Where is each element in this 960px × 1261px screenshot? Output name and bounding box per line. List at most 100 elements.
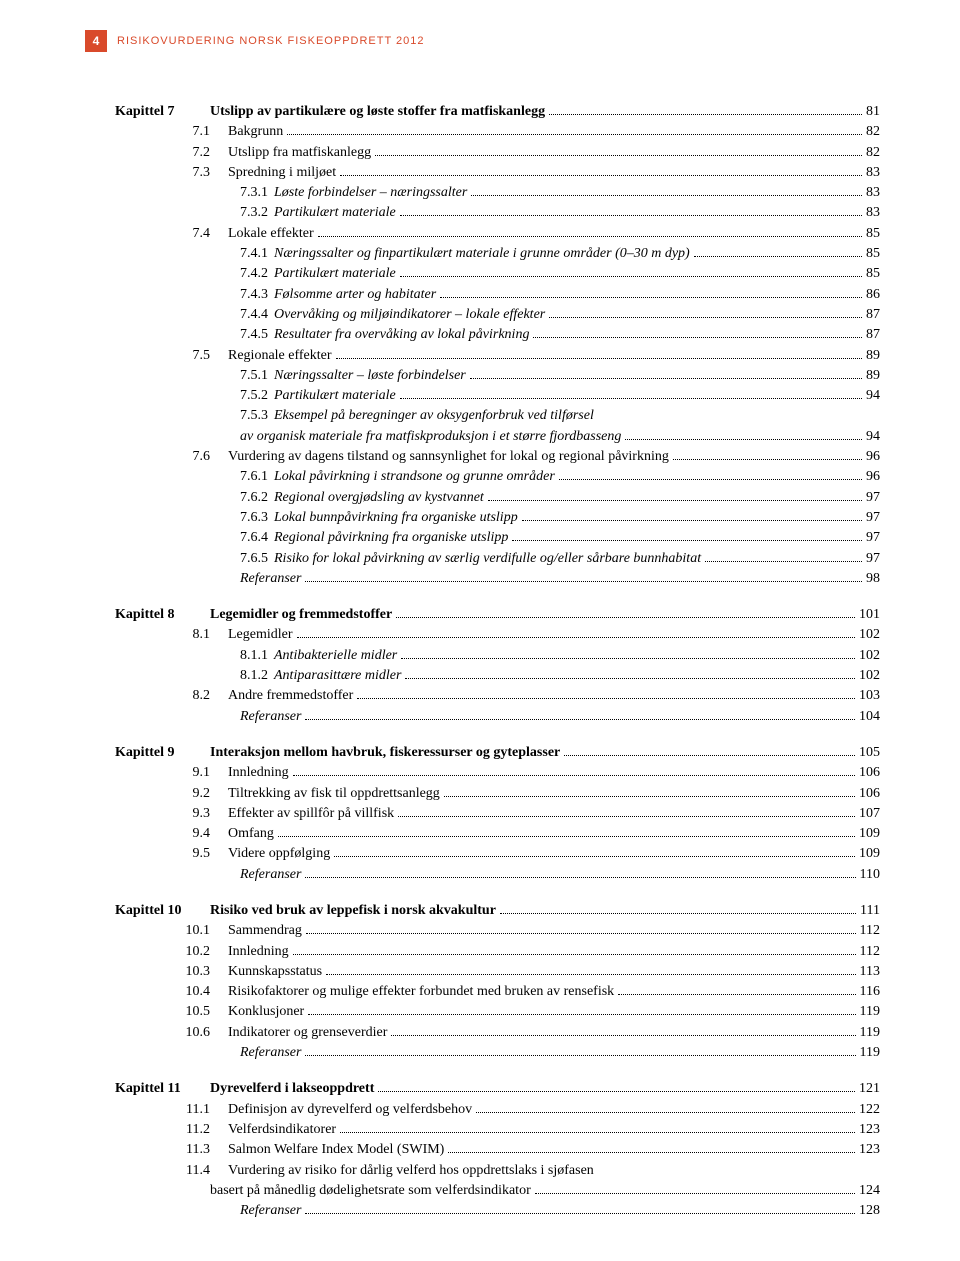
toc-prefix: 7.3 xyxy=(115,163,228,183)
toc-label: Referanser xyxy=(240,865,301,885)
toc-prefix: 7.1 xyxy=(115,122,228,142)
toc-page-number: 111 xyxy=(860,901,880,921)
toc-leader-dots xyxy=(357,698,855,699)
toc-references: Referanser128 xyxy=(115,1201,880,1221)
toc-leader-dots xyxy=(308,1014,855,1015)
toc-label: Partikulært materiale xyxy=(274,264,396,284)
header-title: RISIKOVURDERING NORSK FISKEOPPDRETT 2012 xyxy=(117,35,425,47)
toc-page-number: 83 xyxy=(866,183,880,203)
toc-page-number: 97 xyxy=(866,508,880,528)
toc-label: Videre oppfølging xyxy=(228,844,330,864)
toc-section: 7.1Bakgrunn82 xyxy=(115,122,880,142)
toc-prefix: 7.4.4 xyxy=(240,305,268,325)
toc-label: Utslipp fra matfiskanlegg xyxy=(228,143,371,163)
toc-leader-dots xyxy=(549,114,862,115)
toc-label: Konklusjoner xyxy=(228,1002,304,1022)
toc-chapter: Kapittel 7Utslipp av partikulære og løst… xyxy=(115,102,880,122)
toc-prefix: 7.6.5 xyxy=(240,549,268,569)
toc-leader-dots xyxy=(512,540,862,541)
toc-leader-dots xyxy=(559,479,862,480)
toc-page-number: 121 xyxy=(859,1079,880,1099)
toc-subsection: 7.5.1Næringssalter – løste forbindelser8… xyxy=(115,366,880,386)
toc-prefix: 7.3.1 xyxy=(240,183,268,203)
toc-prefix: 7.4.5 xyxy=(240,325,268,345)
toc-section: 11.2Velferdsindikatorer123 xyxy=(115,1120,880,1140)
toc-label: Næringssalter – løste forbindelser xyxy=(274,366,466,386)
toc-leader-dots xyxy=(694,256,862,257)
toc-section: 8.1Legemidler102 xyxy=(115,625,880,645)
toc-leader-dots xyxy=(705,561,862,562)
toc-section: 10.1Sammendrag112 xyxy=(115,921,880,941)
toc-prefix: 7.4.3 xyxy=(240,285,268,305)
toc-label: Regionale effekter xyxy=(228,346,332,366)
toc-page-number: 116 xyxy=(860,982,880,1002)
toc-leader-dots xyxy=(305,877,855,878)
toc-prefix: 10.1 xyxy=(115,921,228,941)
toc-leader-dots xyxy=(440,297,862,298)
toc-leader-dots xyxy=(293,954,856,955)
toc-page-number: 101 xyxy=(859,605,880,625)
toc-leader-dots xyxy=(476,1112,855,1113)
toc-leader-dots xyxy=(278,836,855,837)
toc-label: Utslipp av partikulære og løste stoffer … xyxy=(210,102,545,122)
toc-leader-dots xyxy=(305,581,862,582)
toc-label: Spredning i miljøet xyxy=(228,163,336,183)
toc-references: Referanser98 xyxy=(115,569,880,589)
toc-page-number: 82 xyxy=(866,143,880,163)
toc-leader-dots xyxy=(400,276,862,277)
toc-subsection: 7.4.3Følsomme arter og habitater86 xyxy=(115,285,880,305)
toc-section: 10.6Indikatorer og grenseverdier119 xyxy=(115,1023,880,1043)
toc-prefix: Kapittel 11 xyxy=(115,1079,210,1099)
toc-label: Salmon Welfare Index Model (SWIM) xyxy=(228,1140,444,1160)
toc-subsection: 7.3.1 Løste forbindelser – næringssalter 8… xyxy=(115,183,880,203)
toc-leader-dots xyxy=(336,358,862,359)
toc-page-number: 112 xyxy=(860,942,880,962)
toc-prefix: 7.5.3 xyxy=(240,406,268,426)
toc-section: 11.3Salmon Welfare Index Model (SWIM)123 xyxy=(115,1140,880,1160)
page-header: 4 RISIKOVURDERING NORSK FISKEOPPDRETT 20… xyxy=(85,30,880,52)
toc-page-number: 106 xyxy=(859,784,880,804)
toc-subsection-continuation: av organisk materiale fra matfiskproduks… xyxy=(115,427,880,447)
page-number-badge: 4 xyxy=(85,30,107,52)
toc-leader-dots xyxy=(297,637,855,638)
toc-label: Sammendrag xyxy=(228,921,302,941)
toc-label: Vurdering av risiko for dårlig velferd h… xyxy=(228,1161,594,1181)
toc-label: Følsomme arter og habitater xyxy=(274,285,436,305)
toc-section: 9.2Tiltrekking av fisk til oppdrettsanle… xyxy=(115,784,880,804)
toc-label: Lokal påvirkning i strandsone og grunne … xyxy=(274,467,555,487)
toc-label: Løste forbindelser – næringssalter xyxy=(274,183,467,203)
toc-label: Risiko ved bruk av leppefisk i norsk akv… xyxy=(210,901,496,921)
toc-label: Lokal bunnpåvirkning fra organiske utsli… xyxy=(274,508,518,528)
toc-prefix: Kapittel 8 xyxy=(115,605,210,625)
toc-page-number: 102 xyxy=(859,646,880,666)
toc-page-number: 83 xyxy=(866,163,880,183)
toc-leader-dots xyxy=(533,337,862,338)
toc-leader-dots xyxy=(334,856,855,857)
toc-page-number: 113 xyxy=(860,962,880,982)
toc-label: Antibakterielle midler xyxy=(274,646,397,666)
toc-subsection: 7.5.3Eksempel på beregninger av oksygenf… xyxy=(115,406,880,426)
toc-subsection: 7.6.4Regional påvirkning fra organiske u… xyxy=(115,528,880,548)
toc-label: Dyrevelferd i lakseoppdrett xyxy=(210,1079,374,1099)
toc-leader-dots xyxy=(470,378,862,379)
toc-prefix: 9.5 xyxy=(115,844,228,864)
toc-leader-dots xyxy=(287,134,862,135)
toc-page-number: 103 xyxy=(859,686,880,706)
toc-leader-dots xyxy=(305,719,855,720)
toc-page-number: 109 xyxy=(859,844,880,864)
toc-prefix: 11.3 xyxy=(115,1140,228,1160)
toc-label: Velferdsindikatorer xyxy=(228,1120,336,1140)
toc-label: Andre fremmedstoffer xyxy=(228,686,353,706)
toc-prefix: Kapittel 9 xyxy=(115,743,210,763)
toc-prefix: 8.2 xyxy=(115,686,228,706)
toc-label: Regional påvirkning fra organiske utslip… xyxy=(274,528,508,548)
toc-references: Referanser104 xyxy=(115,707,880,727)
toc-prefix: 10.4 xyxy=(115,982,228,1002)
toc-page-number: 107 xyxy=(859,804,880,824)
toc-section: 9.4Omfang109 xyxy=(115,824,880,844)
toc-label: Referanser xyxy=(240,1043,301,1063)
toc-label: Kunnskapsstatus xyxy=(228,962,322,982)
toc-label: Legemidler og fremmedstoffer xyxy=(210,605,392,625)
toc-page-number: 119 xyxy=(860,1002,880,1022)
toc-label: Omfang xyxy=(228,824,274,844)
